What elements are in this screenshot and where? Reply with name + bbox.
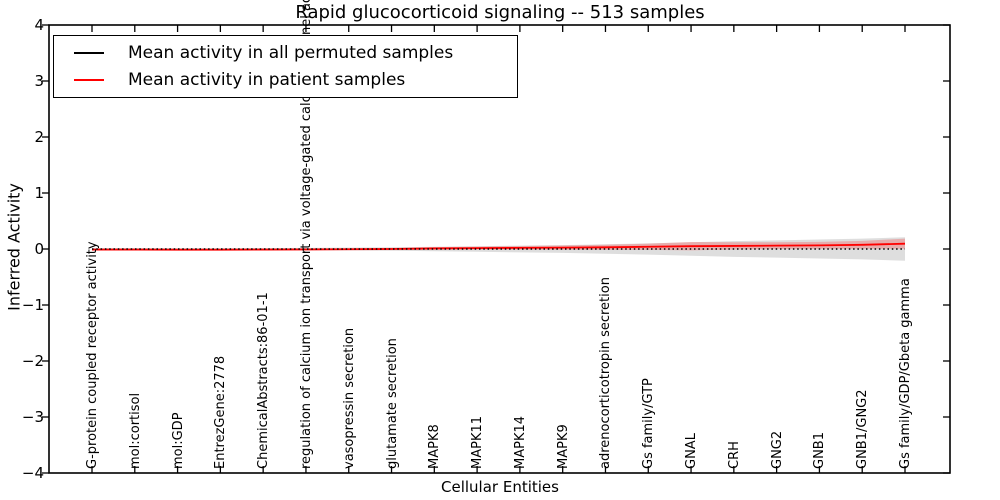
x-tick-label: EntrezGene:2778 bbox=[213, 355, 229, 469]
x-tick-label: MAPK8 bbox=[427, 424, 443, 469]
legend-line-permuted-icon bbox=[74, 52, 104, 54]
legend: Mean activity in all permuted samples Me… bbox=[53, 35, 518, 98]
x-tick-label: GNAL bbox=[684, 433, 700, 469]
y-tick-label: −3 bbox=[21, 408, 44, 426]
band-patient bbox=[92, 238, 905, 251]
x-tick-label: MAPK9 bbox=[555, 424, 571, 469]
legend-item-patient: Mean activity in patient samples bbox=[54, 70, 517, 90]
x-tick-label: GNG2 bbox=[769, 430, 785, 469]
x-tick-label: adrenocorticotropin secretion bbox=[598, 277, 614, 469]
legend-label-patient: Mean activity in patient samples bbox=[128, 70, 406, 90]
x-axis-label: Cellular Entities bbox=[441, 478, 559, 496]
x-tick-label: glutamate secretion bbox=[384, 338, 400, 469]
legend-line-patient-icon bbox=[74, 79, 104, 81]
y-tick-label: 3 bbox=[34, 72, 44, 90]
x-tick-label: GNB1/GNG2 bbox=[855, 389, 871, 469]
y-tick-label: 0 bbox=[34, 240, 44, 258]
y-tick-label: −2 bbox=[21, 352, 44, 370]
x-tick-label: Gs family/GDP/Gbeta gamma bbox=[898, 278, 913, 469]
series-patient-line bbox=[92, 242, 906, 251]
x-tick-label: ChemicalAbstracts:86-01-1 bbox=[256, 292, 272, 469]
x-tick-label: Gs family/GTP bbox=[641, 378, 657, 469]
chart-title: Rapid glucocorticoid signaling -- 513 sa… bbox=[295, 2, 705, 23]
x-tick-label: MAPK11 bbox=[470, 415, 486, 469]
x-tick-label: vasopressin secretion bbox=[341, 327, 357, 469]
y-tick-label: −1 bbox=[21, 296, 44, 314]
band-permuted bbox=[92, 237, 905, 261]
x-tick-label: G-protein coupled receptor activity bbox=[85, 241, 100, 469]
y-tick-label: 4 bbox=[34, 16, 44, 34]
y-tick-label: 2 bbox=[34, 128, 44, 146]
x-tick-label: MAPK14 bbox=[512, 415, 528, 469]
x-tick-label: mol:cortisol bbox=[127, 392, 143, 469]
x-tick-label: CRH bbox=[726, 441, 742, 469]
legend-label-permuted: Mean activity in all permuted samples bbox=[128, 43, 454, 63]
x-tick-label: GNB1 bbox=[812, 432, 828, 469]
y-tick-label: −4 bbox=[21, 464, 44, 482]
x-tick-label: mol:GDP bbox=[170, 412, 186, 469]
y-tick-label: 1 bbox=[34, 184, 44, 202]
legend-item-permuted: Mean activity in all permuted samples bbox=[54, 43, 517, 63]
